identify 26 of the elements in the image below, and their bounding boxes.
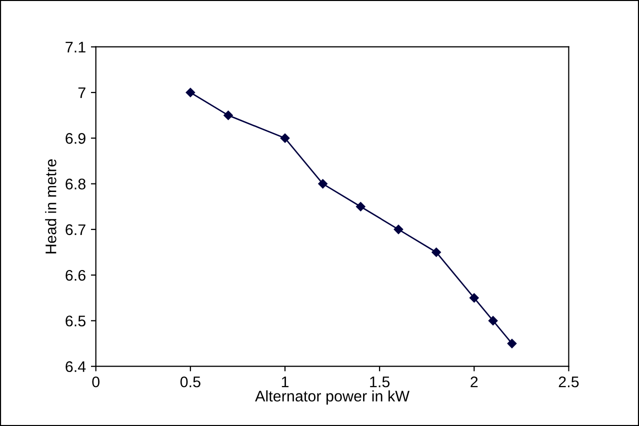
y-axis-title: Head in metre (45, 159, 56, 254)
point (470, 293, 479, 303)
point (186, 88, 196, 98)
y-tick-label: 6.5 (66, 316, 86, 326)
y-tick-label: 6.6 (66, 270, 86, 281)
x-tick-label: 2.5 (558, 376, 579, 388)
x-tick-label: 1.5 (370, 376, 390, 388)
point (356, 202, 366, 212)
y-tick-label: 6.7 (66, 224, 86, 236)
y-tick-label: 7 (78, 88, 86, 98)
point (394, 224, 404, 234)
x-tick-label: 0 (92, 376, 100, 388)
point (488, 316, 498, 326)
x-tick-label: 2 (470, 376, 478, 388)
point (280, 134, 290, 143)
point (507, 338, 517, 348)
point (224, 110, 233, 120)
y-tick-label: 6.9 (66, 133, 86, 144)
x-tick-label: 0.5 (180, 376, 200, 388)
x-axis-title: Alternator power in kW (255, 390, 410, 405)
point (432, 248, 441, 257)
point (318, 179, 328, 188)
y-tick-label: 7.1 (66, 42, 86, 52)
y-tick-label: 6.8 (66, 178, 86, 190)
x-tick-label: 1 (282, 376, 288, 388)
y-tick-label: 6.4 (66, 361, 86, 372)
